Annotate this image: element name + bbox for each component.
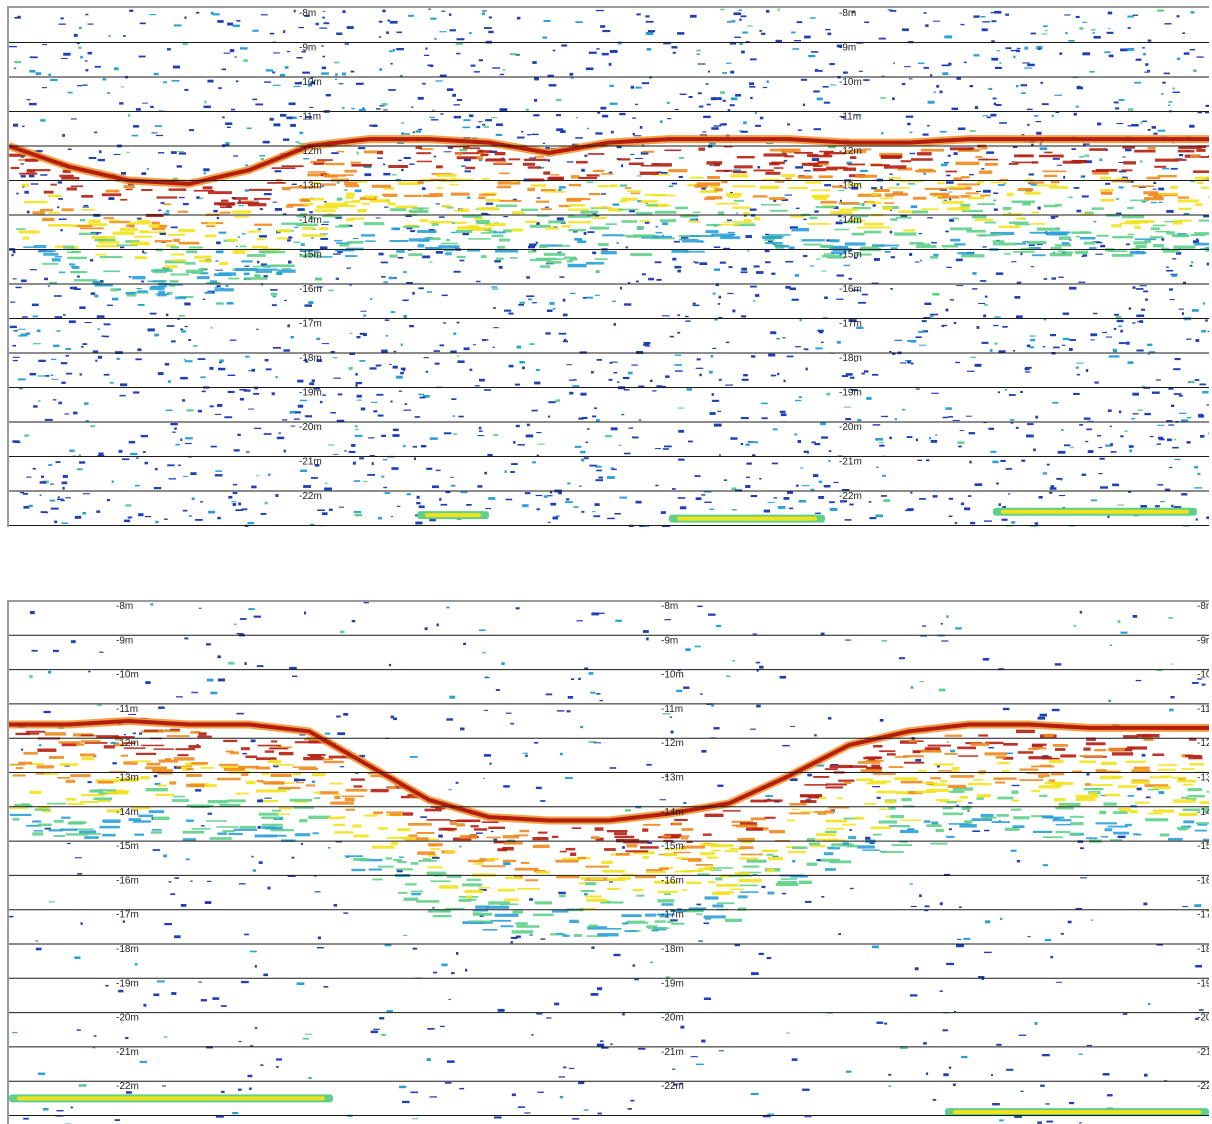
top-seabed-reflector: [9, 137, 1209, 186]
top-depth-label: -14m: [839, 215, 862, 226]
bottom-subbottom-returns: [9, 728, 1209, 937]
top-depth-label: -10m: [299, 77, 322, 88]
bottom-depth-label: -17m: [116, 910, 139, 921]
bottom-depth-label: -20m: [661, 1013, 684, 1024]
top-depth-label: -16m: [839, 284, 862, 295]
bottom-depth-label: -21m: [661, 1047, 684, 1058]
sonar-profile-bottom-plot: -8m -8m -8m -9m -9m -9m -10m -10m -10m -11m -11m -1…: [9, 602, 1209, 1124]
bottom-depth-label: -18m: [661, 944, 684, 955]
bottom-depth-label: -20m: [1197, 1013, 1209, 1024]
bottom-depth-label: -15m: [116, 841, 139, 852]
top-depth-label: -14m: [299, 215, 322, 226]
bottom-depth-label: -13m: [116, 773, 139, 784]
top-depth-label: -16m: [299, 284, 322, 295]
bottom-depth-label: -10m: [661, 670, 684, 681]
top-depth-label: -18m: [299, 353, 322, 364]
bottom-seabed-reflector: [9, 719, 1209, 823]
top-depth-label: -22m: [299, 491, 322, 502]
top-depth-label: -17m: [839, 319, 862, 330]
bottom-depth-label: -21m: [1197, 1047, 1209, 1058]
bottom-depth-label: -12m: [116, 738, 139, 749]
top-depth-label: -9m: [839, 43, 856, 54]
bottom-depth-label: -8m: [1197, 602, 1209, 612]
top-depth-label: -10m: [839, 77, 862, 88]
top-depth-label: -19m: [839, 388, 862, 399]
top-depth-label: -9m: [299, 43, 316, 54]
top-depth-label: -21m: [299, 457, 322, 468]
top-depth-label: -8m: [299, 8, 316, 19]
bottom-depth-label: -16m: [116, 875, 139, 886]
bottom-depth-label: -17m: [661, 910, 684, 921]
bottom-depth-label: -11m: [1197, 704, 1209, 715]
bottom-depth-label: -16m: [1197, 875, 1209, 886]
top-subbottom-returns: [9, 144, 1209, 300]
top-depth-label: -15m: [839, 250, 862, 261]
top-depth-label: -11m: [839, 112, 861, 123]
top-depth-label: -15m: [299, 250, 322, 261]
bottom-depth-label: -12m: [661, 738, 684, 749]
top-deep-reflector-2: [993, 507, 1197, 516]
top-depth-label: -13m: [299, 181, 322, 192]
bottom-depth-label: -19m: [1197, 978, 1209, 989]
bottom-depth-label: -22m: [661, 1081, 684, 1092]
sonar-profile-top: -8m -8m -9m -9m -10m -10m -11m -11m -12m -12m -13m…: [7, 6, 1209, 527]
top-depth-label: -17m: [299, 319, 322, 330]
top-depth-label: -8m: [839, 8, 856, 19]
bottom-depth-label: -17m: [1197, 910, 1209, 921]
bottom-depth-label: -18m: [116, 944, 139, 955]
bottom-depth-label: -18m: [1197, 944, 1209, 955]
top-deep-reflector-0: [417, 511, 489, 520]
bottom-depth-label: -14m: [116, 807, 139, 818]
bottom-depth-label: -9m: [116, 635, 133, 646]
top-depth-label: -11m: [299, 112, 321, 123]
top-depth-label: -20m: [839, 422, 862, 433]
bottom-depth-label: -12m: [1197, 738, 1209, 749]
bottom-depth-label: -22m: [116, 1081, 139, 1092]
bottom-depth-label: -22m: [1197, 1081, 1209, 1092]
bottom-depth-label: -19m: [661, 978, 684, 989]
bottom-depth-label: -11m: [116, 704, 138, 715]
top-noise-speckle: [9, 8, 1209, 527]
top-depth-label: -20m: [299, 422, 322, 433]
bottom-depth-label: -9m: [1197, 635, 1209, 646]
top-depth-label: -12m: [299, 146, 322, 157]
bottom-deep-reflector-1: [945, 1108, 1209, 1117]
bottom-depth-label: -10m: [1197, 670, 1209, 681]
top-depth-label: -21m: [839, 457, 862, 468]
bottom-depth-label: -13m: [661, 773, 684, 784]
top-depth-label: -13m: [839, 181, 862, 192]
top-depth-label: -22m: [839, 491, 862, 502]
bottom-depth-label: -15m: [661, 841, 684, 852]
bottom-depth-label: -16m: [661, 875, 684, 886]
top-depth-grid: [9, 42, 1209, 526]
bottom-depth-label: -8m: [116, 602, 133, 612]
bottom-depth-grid: [9, 634, 1209, 1116]
top-depth-label: -12m: [839, 146, 862, 157]
sonar-profile-top-plot: -8m -8m -9m -9m -10m -10m -11m -11m -12m -12m -13m…: [9, 8, 1209, 527]
bottom-depth-label: -15m: [1197, 841, 1209, 852]
bottom-depth-label: -10m: [116, 670, 139, 681]
bottom-depth-label: -21m: [116, 1047, 139, 1058]
top-depth-label: -18m: [839, 353, 862, 364]
sonar-profile-bottom: -8m -8m -8m -9m -9m -9m -10m -10m -10m -11m -11m -1…: [7, 600, 1209, 1124]
top-depth-label: -19m: [299, 388, 322, 399]
bottom-depth-label: -14m: [1197, 807, 1209, 818]
bottom-depth-label: -9m: [661, 635, 678, 646]
bottom-deep-reflector-0: [9, 1094, 333, 1103]
bottom-depth-label: -8m: [661, 602, 678, 612]
bottom-depth-label: -13m: [1197, 773, 1209, 784]
top-deep-reflector-1: [669, 514, 825, 523]
bottom-depth-label: -11m: [661, 704, 683, 715]
bottom-depth-label: -20m: [116, 1013, 139, 1024]
bottom-depth-label: -14m: [661, 807, 684, 818]
bottom-depth-label: -19m: [116, 978, 139, 989]
